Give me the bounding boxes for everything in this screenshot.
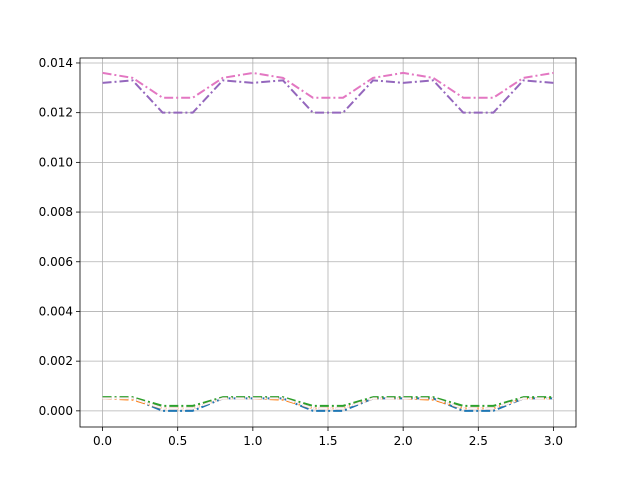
series-line-7 <box>102 397 554 410</box>
x-tick-label: 1.0 <box>243 434 262 448</box>
x-tick-label: 2.0 <box>394 434 413 448</box>
y-tick-label: 0.014 <box>39 56 73 70</box>
y-tick-label: 0.008 <box>39 205 73 219</box>
x-tick-label: 2.5 <box>469 434 488 448</box>
x-tick-label: 0.5 <box>168 434 187 448</box>
series-line-5 <box>102 79 554 114</box>
series-line-6 <box>102 71 554 99</box>
y-tick-label: 0.010 <box>39 155 73 169</box>
y-tick-label: 0.002 <box>39 354 73 368</box>
x-tick-label: 3.0 <box>544 434 563 448</box>
y-tick-label: 0.006 <box>39 255 73 269</box>
y-tick-label: 0.012 <box>39 106 73 120</box>
x-tick-label: 0.0 <box>93 434 112 448</box>
y-tick-label: 0.004 <box>39 304 73 318</box>
y-tick-label: 0.000 <box>39 404 73 418</box>
tick-layer: 0.0 0.5 1.0 1.5 2.0 2.5 3.0 0.000 0.002 0.004 0.00… <box>39 56 563 448</box>
series-line-3 <box>102 396 554 407</box>
x-tick-label: 1.5 <box>318 434 337 448</box>
series-layer <box>102 71 554 412</box>
